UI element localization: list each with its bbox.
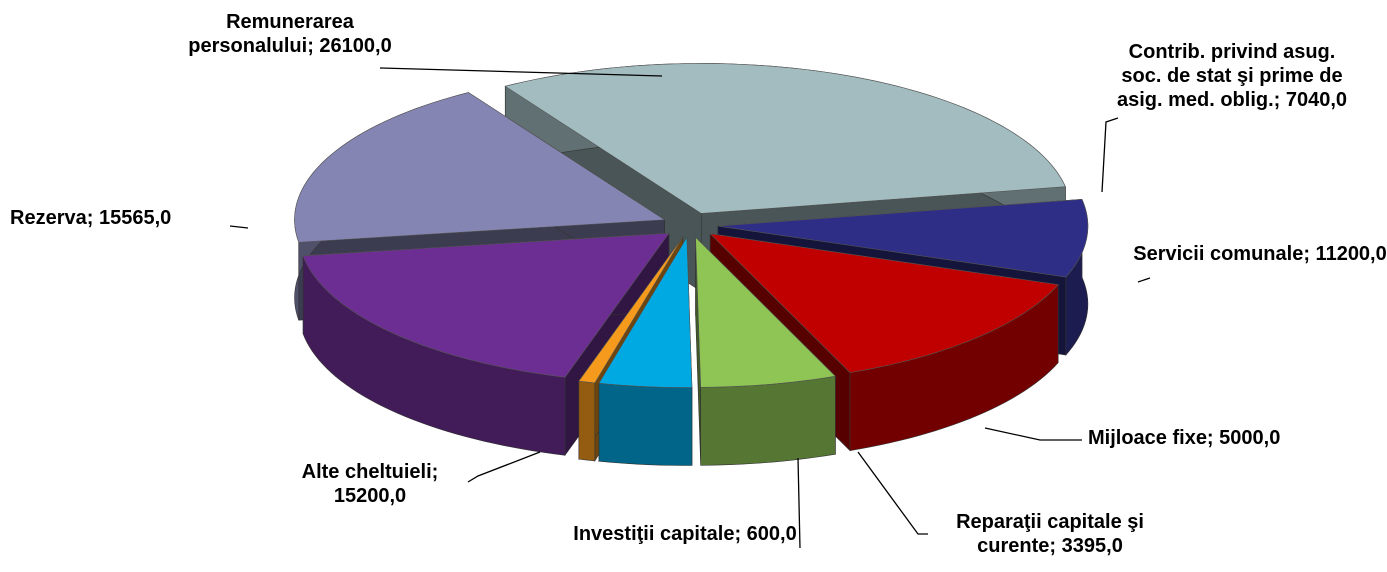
category-name: Rezerva; (10, 207, 94, 229)
pie-slice (717, 198, 1089, 278)
value-label: 3395,0 (1061, 535, 1123, 557)
leader-line (857, 451, 928, 535)
value-label: 11200,0 (1315, 243, 1387, 265)
data-label: Mijloace fixe; 5000,0 (1088, 426, 1280, 450)
category-name: Servicii comunale; (1133, 243, 1310, 265)
slice-side (700, 375, 836, 466)
value-label: 15565,0 (98, 207, 172, 229)
pie-slice (294, 92, 666, 243)
value-label: 26100,0 (319, 35, 392, 57)
data-label: Contrib. privind asug. soc. de stat şi p… (1112, 40, 1352, 112)
category-name: Alte cheltuieli; (301, 461, 439, 483)
leader-line (467, 451, 541, 483)
data-label: Reparaţii capitale şi curente; 3395,0 (930, 510, 1170, 558)
pie-slice (578, 236, 683, 384)
value-label: 5000,0 (1219, 427, 1281, 449)
leader-line (984, 427, 1082, 441)
pie-slice (709, 233, 1059, 373)
leader-line (229, 225, 249, 229)
category-name: Investiţii capitale; (573, 523, 742, 545)
data-label: Servicii comunale; 11200,0 (1130, 242, 1387, 266)
category-name: Mijloace fixe; (1088, 427, 1214, 449)
data-label: Remunerarea personalului; 26100,0 (180, 10, 400, 58)
leader-line (379, 67, 663, 77)
value-label: 600,0 (746, 523, 797, 545)
slice-side (598, 382, 693, 466)
slice-side (578, 380, 596, 462)
pie-slice (504, 63, 1066, 214)
leader-line (1101, 117, 1119, 193)
value-label: 7040,0 (1285, 89, 1348, 111)
leader-line (1137, 277, 1151, 283)
data-label: Rezerva; 15565,0 (10, 206, 171, 230)
category-name: Contrib. privind asug. soc. de stat şi p… (1116, 41, 1343, 111)
data-label: Alte cheltuieli; 15200,0 (265, 460, 475, 508)
leader-line (797, 457, 801, 549)
category-name: Remunerarea personalului; (188, 11, 354, 57)
category-name: Reparaţii capitale şi curente; (956, 511, 1144, 557)
data-label: Investiţii capitale; 600,0 (560, 522, 810, 546)
pie-slice (695, 236, 836, 388)
value-label: 15200,0 (333, 485, 407, 507)
pie-slice (598, 236, 693, 388)
pie-slice (302, 232, 670, 378)
